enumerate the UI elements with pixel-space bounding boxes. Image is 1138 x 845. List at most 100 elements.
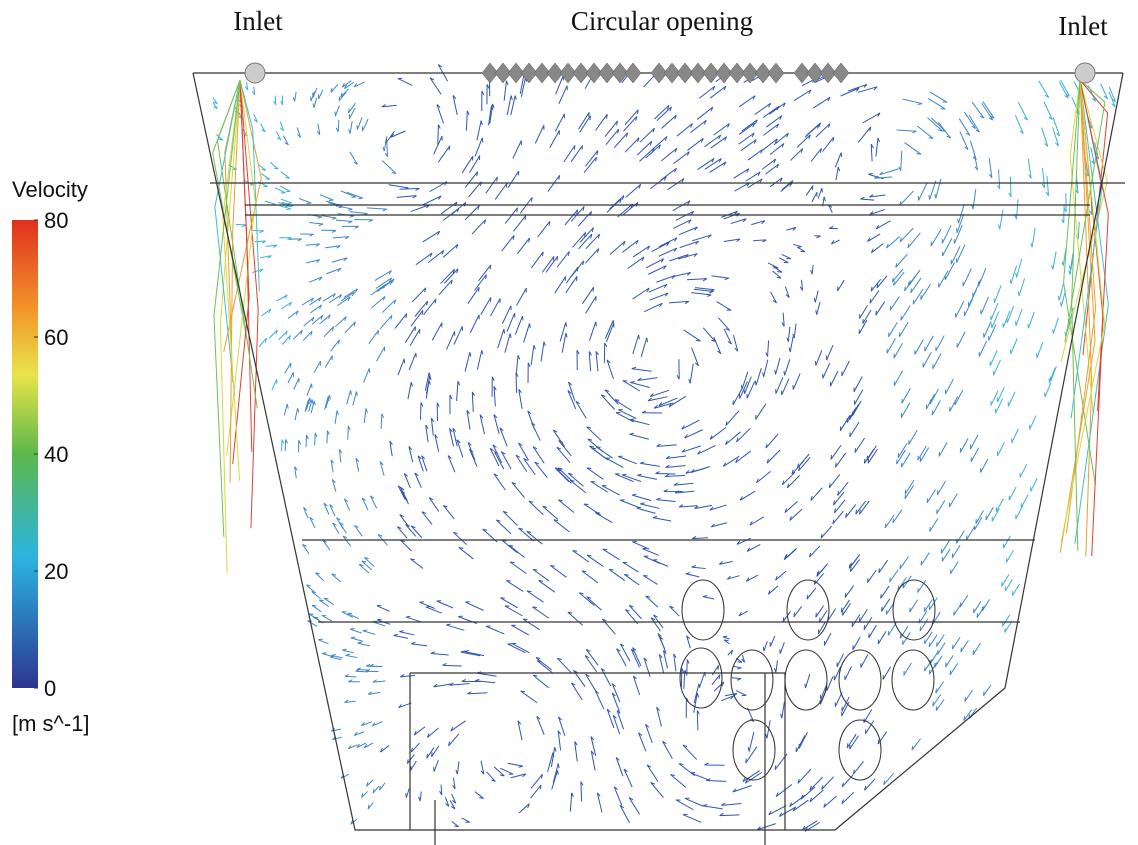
velocity-arrow — [897, 130, 917, 133]
velocity-arrow — [787, 475, 799, 488]
velocity-arrow — [691, 293, 711, 297]
velocity-arrow — [957, 244, 965, 262]
velocity-arrow — [331, 460, 334, 473]
velocity-arrow — [669, 396, 686, 407]
velocity-arrow — [400, 674, 415, 676]
velocity-arrow — [429, 498, 438, 512]
velocity-arrow — [581, 782, 583, 802]
jet-line — [1080, 80, 1092, 557]
velocity-arrow — [663, 741, 673, 758]
velocity-arrow — [317, 124, 320, 135]
velocity-arrow — [302, 544, 309, 554]
velocity-arrow — [424, 299, 436, 315]
velocity-arrow — [786, 227, 796, 230]
velocity-arrow — [683, 745, 697, 759]
velocity-arrow — [633, 648, 641, 666]
velocity-arrow — [516, 355, 520, 375]
velocity-arrow — [746, 575, 757, 581]
velocity-arrow — [587, 468, 603, 479]
velocity-arrow — [399, 631, 414, 635]
velocity-arrow — [362, 498, 368, 510]
velocity-arrow — [1006, 550, 1013, 562]
velocity-arrow — [312, 605, 321, 611]
velocity-arrow — [448, 456, 455, 473]
velocity-arrow — [538, 221, 550, 237]
velocity-arrow — [529, 501, 543, 515]
velocity-arrow — [890, 570, 898, 583]
velocity-arrow — [800, 280, 802, 291]
velocity-arrow — [887, 339, 895, 354]
velocity-arrow — [342, 649, 354, 653]
velocity-arrow — [687, 138, 703, 150]
velocity-arrow — [354, 82, 365, 87]
velocity-arrow — [481, 761, 484, 775]
velocity-arrow — [1018, 278, 1024, 296]
velocity-arrow — [1052, 252, 1056, 270]
velocity-arrow — [782, 379, 789, 395]
velocity-arrow — [973, 280, 981, 297]
velocity-arrow — [837, 654, 844, 667]
velocity-arrow — [465, 205, 479, 219]
velocity-arrow — [451, 721, 466, 731]
velocity-arrow — [775, 358, 780, 374]
velocity-arrow — [468, 287, 479, 303]
velocity-arrow — [452, 821, 459, 826]
velocity-arrow — [899, 151, 902, 171]
velocity-arrow — [412, 288, 426, 302]
velocity-arrow — [349, 103, 356, 113]
velocity-arrow — [450, 395, 452, 414]
velocity-arrow — [917, 126, 933, 138]
velocity-arrow — [519, 443, 529, 460]
velocity-arrow — [609, 195, 624, 209]
velocity-arrow — [356, 458, 359, 472]
velocity-arrow — [281, 96, 283, 105]
velocity-arrow — [421, 402, 423, 419]
velocity-arrow — [616, 757, 623, 776]
velocity-arrow — [656, 275, 675, 282]
velocity-arrow — [814, 291, 818, 303]
velocity-arrow — [322, 653, 333, 657]
velocity-arrow — [367, 208, 387, 211]
velocity-arrow — [480, 415, 484, 435]
velocity-arrow — [823, 137, 834, 151]
velocity-arrow — [955, 390, 963, 405]
velocity-arrow — [1009, 487, 1016, 500]
velocity-arrow — [814, 236, 820, 238]
velocity-arrow — [774, 660, 777, 672]
velocity-arrow — [784, 359, 790, 375]
velocity-arrow — [731, 219, 747, 224]
velocity-arrow — [306, 435, 308, 447]
velocity-arrow — [346, 654, 358, 657]
velocity-arrow — [437, 601, 453, 608]
velocity-arrow — [382, 104, 397, 106]
velocity-arrow — [587, 597, 602, 610]
velocity-arrow — [283, 136, 288, 145]
velocity-arrow — [306, 585, 314, 593]
velocity-arrow — [345, 675, 357, 677]
velocity-arrow — [1045, 383, 1051, 397]
velocity-arrow — [288, 372, 294, 383]
velocity-arrow — [261, 174, 270, 180]
velocity-arrow — [442, 663, 461, 665]
velocity-arrow — [508, 171, 519, 188]
velocity-arrow — [341, 89, 349, 97]
velocity-arrow — [669, 301, 689, 303]
velocity-arrow — [894, 371, 902, 386]
velocity-arrow — [426, 607, 442, 614]
velocity-arrow — [1059, 82, 1068, 98]
velocity-arrow — [370, 496, 376, 509]
velocity-arrow — [904, 663, 912, 675]
velocity-arrow — [351, 637, 363, 641]
velocity-arrow — [391, 131, 406, 137]
velocity-arrow — [1062, 205, 1064, 224]
velocity-arrow — [579, 593, 594, 606]
velocity-arrow — [810, 790, 823, 802]
velocity-arrow — [652, 242, 670, 251]
velocity-arrow — [275, 188, 285, 193]
velocity-arrow — [353, 392, 358, 406]
velocity-arrow — [905, 143, 921, 154]
velocity-arrow — [609, 569, 625, 580]
velocity-arrow — [967, 527, 975, 540]
velocity-arrow — [659, 238, 677, 247]
velocity-arrow — [431, 652, 449, 655]
